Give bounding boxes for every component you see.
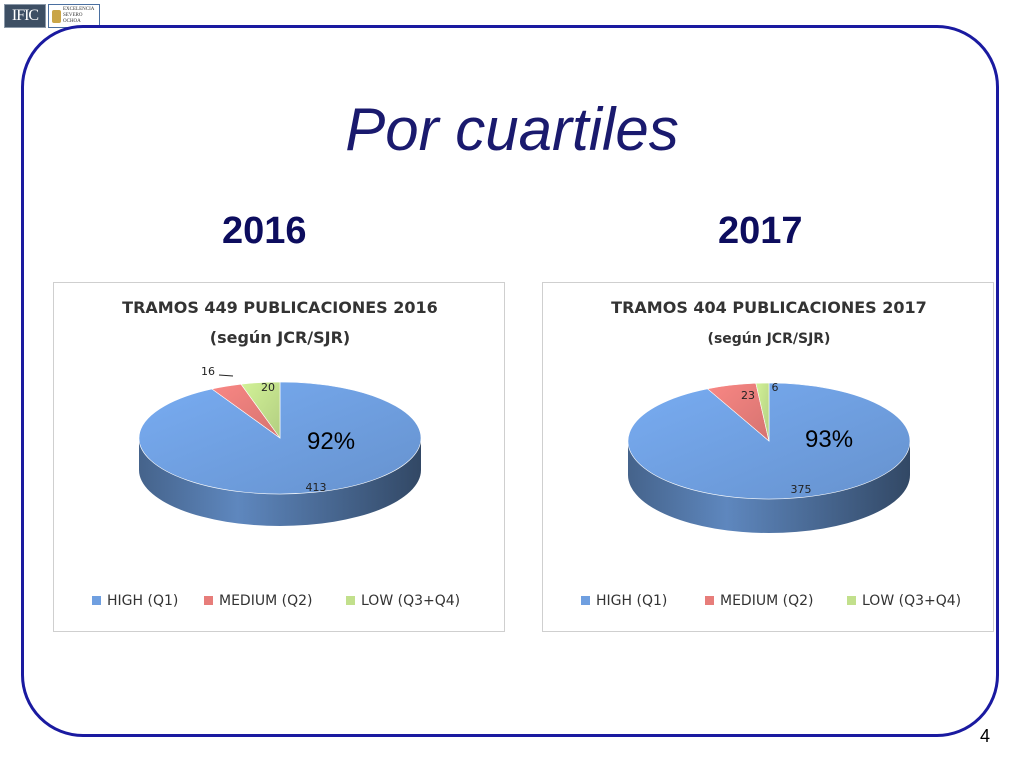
value-label-high: 413 bbox=[306, 481, 327, 494]
slide-title: Por cuartiles bbox=[345, 96, 679, 163]
legend-swatch-medium bbox=[705, 596, 714, 605]
legend-swatch-high bbox=[581, 596, 590, 605]
logo-line-1: EXCELENCIA bbox=[63, 7, 95, 12]
chart-title-line: (según JCR/SJR) bbox=[210, 328, 350, 347]
legend-label-high: HIGH (Q1) bbox=[107, 593, 178, 609]
percent-label: 92% bbox=[307, 428, 355, 455]
logo-line-3: OCHOA bbox=[63, 19, 81, 24]
slide-frame bbox=[21, 25, 999, 737]
seal-icon bbox=[52, 10, 61, 23]
legend-label-low: LOW (Q3+Q4) bbox=[361, 593, 460, 609]
legend-swatch-low bbox=[346, 596, 355, 605]
year-label-2017: 2017 bbox=[718, 210, 803, 252]
chart-2017: TRAMOS 404 PUBLICACIONES 2017 (según JCR/… bbox=[542, 282, 994, 632]
legend-swatch-high bbox=[92, 596, 101, 605]
chart-2016: TRAMOS 449 PUBLICACIONES 2016 (según JCR/… bbox=[53, 282, 505, 632]
pie-chart-2017: TRAMOS 404 PUBLICACIONES 2017 (según JCR/… bbox=[581, 298, 961, 609]
pie-side-high bbox=[139, 438, 421, 526]
legend-swatch-low bbox=[847, 596, 856, 605]
leader-line bbox=[218, 374, 234, 377]
pie-slice-low bbox=[240, 381, 281, 439]
legend-label-high: HIGH (Q1) bbox=[596, 593, 667, 609]
page-number: 4 bbox=[979, 726, 990, 746]
chart-title-line: TRAMOS 449 PUBLICACIONES 2016 bbox=[122, 298, 438, 317]
legend-label-low: LOW (Q3+Q4) bbox=[862, 593, 961, 609]
pie-side-high bbox=[628, 441, 910, 533]
value-label-medium: 23 bbox=[741, 389, 755, 402]
ific-logo: IFIC bbox=[4, 4, 46, 28]
pie-chart-2016: TRAMOS 449 PUBLICACIONES 2016 (según JCR/… bbox=[92, 298, 460, 609]
legend-label-medium: MEDIUM (Q2) bbox=[219, 593, 312, 609]
logos: IFIC EXCELENCIA SEVERO OCHOA bbox=[4, 4, 100, 28]
chart-title-line: TRAMOS 404 PUBLICACIONES 2017 bbox=[611, 298, 927, 317]
value-label-low: 20 bbox=[261, 381, 275, 394]
chart-title-line: (según JCR/SJR) bbox=[708, 331, 831, 347]
value-label-medium: 16 bbox=[201, 365, 215, 378]
percent-label: 93% bbox=[805, 426, 853, 453]
year-label-2016: 2016 bbox=[222, 210, 307, 252]
legend-label-medium: MEDIUM (Q2) bbox=[720, 593, 813, 609]
pie-slice-low bbox=[755, 382, 770, 442]
logo-line-2: SEVERO bbox=[63, 13, 83, 18]
legend-swatch-medium bbox=[204, 596, 213, 605]
value-label-high: 375 bbox=[791, 483, 812, 496]
value-label-low: 6 bbox=[772, 381, 779, 394]
